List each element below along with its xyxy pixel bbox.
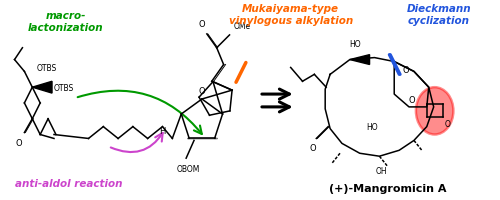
Text: HO: HO	[366, 123, 378, 131]
Text: macro-
lactonization: macro- lactonization	[28, 11, 104, 33]
Text: O: O	[309, 144, 316, 153]
Ellipse shape	[416, 88, 454, 135]
Text: O: O	[408, 95, 416, 104]
Text: O: O	[198, 87, 205, 96]
FancyArrowPatch shape	[111, 133, 162, 152]
Text: O: O	[402, 66, 409, 75]
Text: O: O	[198, 20, 205, 29]
Text: OTBS: OTBS	[36, 64, 56, 73]
Text: O: O	[15, 139, 22, 148]
Text: H: H	[160, 126, 166, 135]
Polygon shape	[32, 82, 52, 94]
Text: anti-aldol reaction: anti-aldol reaction	[15, 178, 122, 188]
Text: OH: OH	[376, 166, 387, 175]
Text: (+)-Mangromicin A: (+)-Mangromicin A	[328, 183, 446, 193]
Text: Dieckmann
cyclization: Dieckmann cyclization	[406, 4, 471, 26]
Text: Mukaiyama-type
vinylogous alkylation: Mukaiyama-type vinylogous alkylation	[228, 4, 353, 26]
Polygon shape	[350, 55, 370, 65]
Text: OMe: OMe	[234, 22, 250, 31]
Text: HO: HO	[349, 40, 360, 48]
Text: OTBS: OTBS	[54, 83, 74, 92]
FancyArrowPatch shape	[78, 91, 202, 134]
Text: O: O	[444, 119, 450, 128]
Text: OBOM: OBOM	[176, 164, 200, 173]
